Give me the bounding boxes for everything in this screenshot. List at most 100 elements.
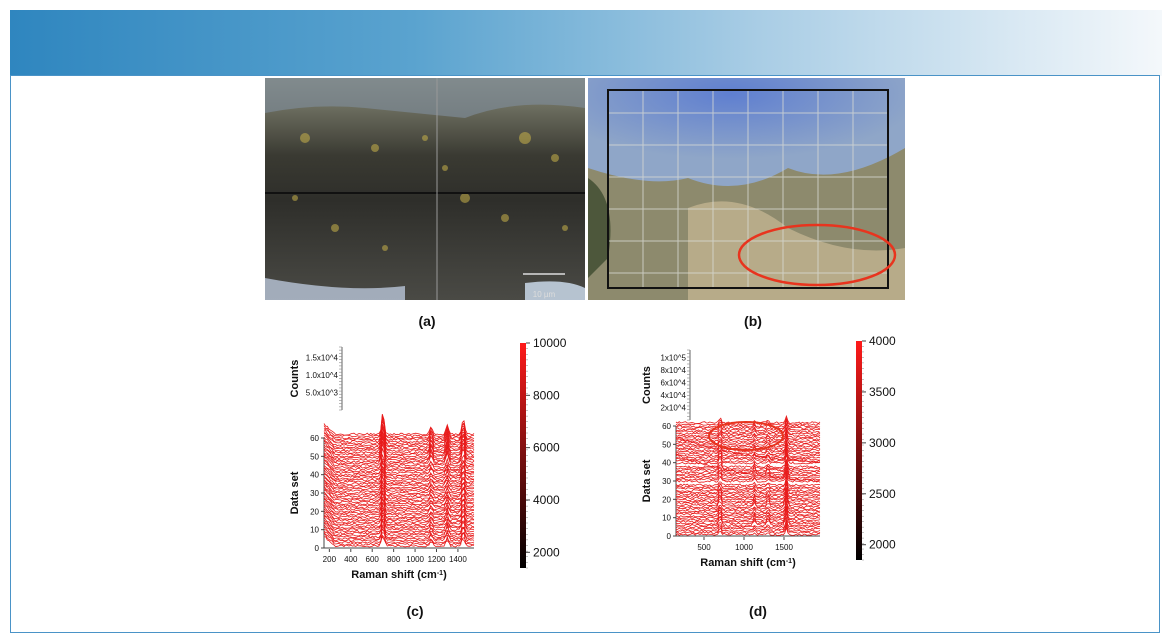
shift-tick-label: 1500: [775, 543, 793, 552]
spectrum-line: [323, 481, 475, 504]
shift-tick-label: 200: [323, 555, 337, 564]
dataset-axis-title: Data set: [641, 459, 653, 502]
highlight-ellipse-d: [708, 421, 784, 451]
spectrum-line: [675, 518, 821, 529]
spectrum-line: [675, 521, 821, 533]
spectrum-line: [323, 413, 475, 436]
dataset-tick-label: 50: [662, 440, 671, 449]
dataset-tick-label: 30: [310, 489, 319, 498]
spectrum-line: [675, 494, 821, 505]
spectrum-line: [323, 475, 475, 498]
colorbar-tick-label: 2500: [869, 487, 896, 501]
shift-tick-label: 400: [344, 555, 358, 564]
spectrum-line: [675, 512, 821, 522]
spectrum-line: [323, 443, 475, 465]
spectrum-line: [675, 489, 821, 527]
counts-tick-label: 1.5x10^4: [306, 354, 339, 363]
dataset-tick-label: 40: [310, 471, 319, 480]
dataset-tick-label: 10: [310, 526, 319, 535]
spectrum-line: [675, 480, 821, 491]
spectrum-line: [675, 515, 821, 525]
spectrum-line: [675, 442, 821, 482]
panel-label-c: (c): [406, 603, 424, 619]
spectrum-line: [675, 509, 821, 520]
dataset-tick-label: 40: [662, 459, 671, 468]
spectrum-line: [675, 501, 821, 513]
panel-label-d: (d): [749, 603, 767, 619]
counts-tick-label: 6x10^4: [660, 379, 686, 388]
spectrum-line: [323, 424, 475, 447]
spectrum-line: [675, 499, 821, 511]
colorbar-gradient: [520, 343, 526, 568]
colorbar-tick-label: 8000: [533, 388, 560, 402]
chart-d: 0 10 20 30 40 50 60 2x10^4 4x10^4 6x10^4 8x10^4 1x1…: [618, 335, 858, 600]
spectrum-line: [675, 427, 821, 438]
highlight-ellipse-b: [737, 223, 897, 287]
spectrum-line: [323, 434, 475, 456]
spectrum-line: [675, 476, 821, 487]
scalebar-label: 10 µm: [533, 290, 556, 299]
shift-tick-label: 1000: [735, 543, 753, 552]
shift-tick-label: 800: [387, 555, 401, 564]
shift-tick-label: 500: [697, 543, 711, 552]
spectrum-line: [323, 415, 475, 438]
spectrum-line: [675, 418, 821, 430]
spectrum-line: [675, 430, 821, 441]
dataset-tick-label: 60: [662, 422, 671, 431]
counts-tick-label: 1x10^5: [660, 354, 686, 363]
colorbar-tick-label: 10000: [533, 336, 567, 350]
counts-tick-label: 4x10^4: [660, 391, 686, 400]
counts-tick-label: 8x10^4: [660, 366, 686, 375]
spectrum-line: [323, 432, 475, 455]
spectrum-line: [323, 459, 475, 482]
shift-tick-label: 1200: [428, 555, 446, 564]
spectrum-line: [323, 465, 475, 487]
spectrum-line: [323, 448, 475, 471]
spectrum-line: [323, 427, 475, 451]
spectrum-line: [675, 486, 821, 496]
spectrum-line: [323, 472, 475, 484]
colorbar-d: 2000 2500 3000 3500 4000: [852, 335, 922, 567]
dataset-tick-label: 60: [310, 434, 319, 443]
spectrum-line: [675, 482, 821, 492]
spectrum-line: [676, 428, 821, 439]
spectrum-line: [675, 436, 821, 464]
micrograph-a: 10 µm: [265, 78, 585, 300]
spectrum-line: [323, 437, 475, 460]
colorbar-tick-label: 3500: [869, 385, 896, 399]
spectrum-line: [675, 414, 821, 425]
counts-axis-title: Counts: [641, 366, 653, 404]
spectrum-line: [675, 511, 821, 524]
spectrum-line: [323, 510, 475, 531]
shift-tick-label: 1400: [449, 555, 467, 564]
spectrum-line: [675, 526, 821, 536]
counts-tick-label: 2x10^4: [660, 404, 686, 413]
spectrum-line: [675, 492, 821, 503]
spectrum-line: [675, 434, 821, 445]
colorbar-c: 2000 4000 6000 8000 10000: [518, 335, 588, 575]
dataset-tick-label: 20: [662, 495, 671, 504]
spectrum-line: [675, 467, 821, 478]
spectrum-line: [675, 460, 821, 472]
counts-tick-label: 5.0x10^3: [306, 389, 339, 398]
shift-axis-title: Raman shift (cm-1): [700, 557, 796, 569]
figure-frame: [10, 75, 1160, 633]
colorbar-tick-label: 2000: [869, 538, 896, 552]
spectrum-line: [676, 444, 821, 454]
spectrum-line: [675, 426, 821, 436]
spectrum-line: [323, 419, 474, 443]
shift-tick-label: 1000: [406, 555, 424, 564]
spectrum-line: [675, 469, 821, 480]
dataset-tick-label: 10: [662, 514, 671, 523]
spectrum-line: [323, 470, 475, 493]
dataset-tick-label: 20: [310, 507, 319, 516]
spectrum-line: [675, 473, 821, 483]
dataset-tick-label: 0: [315, 544, 320, 553]
dataset-tick-label: 0: [667, 532, 672, 541]
spectrum-line: [323, 423, 475, 445]
spectrum-line: [675, 416, 821, 427]
spectrum-line: [323, 516, 475, 530]
colorbar-tick-label: 4000: [869, 335, 896, 348]
spectrum-line: [675, 450, 821, 461]
header-banner: [10, 10, 1162, 76]
